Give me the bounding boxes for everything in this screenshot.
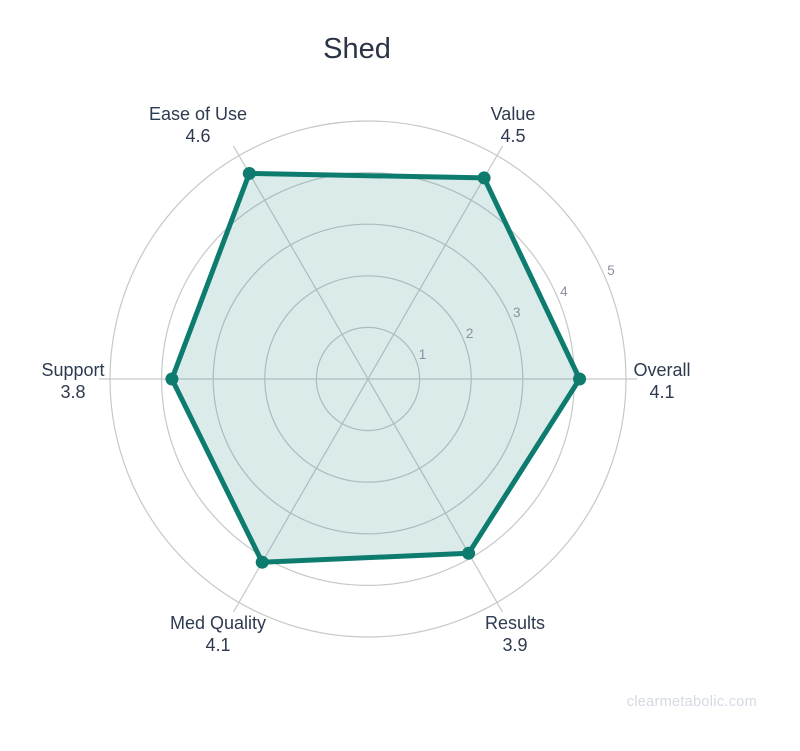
data-polygon[interactable] [169,170,583,565]
data-point-support[interactable] [165,372,179,386]
radial-tick-label-3: 3 [513,305,521,320]
axis-value-med-quality: 4.1 [205,635,230,655]
axis-label-overall: Overall [633,360,690,380]
radial-tick-label-5: 5 [607,263,615,278]
axis-label-ease-of-use: Ease of Use [149,104,247,124]
axis-value-value: 4.5 [500,126,525,146]
watermark-text: clearmetabolic.com [626,694,757,710]
radial-tick-label-4: 4 [560,284,568,299]
radial-tick-label-2: 2 [466,326,474,341]
axis-spoke-results [367,378,504,613]
axis-value-ease-of-use: 4.6 [185,126,210,146]
axis-value-support: 3.8 [60,382,85,402]
axis-label-results: Results [485,613,545,633]
axis-label-support: Support [41,360,104,380]
data-point-value[interactable] [477,171,491,185]
data-point-overall[interactable] [573,372,587,386]
radial-tick-label-1: 1 [419,347,427,362]
data-point-med-quality[interactable] [255,555,269,569]
data-point-ease-of-use[interactable] [242,166,256,180]
data-point-results[interactable] [462,546,476,560]
axis-spoke-value [367,145,504,380]
axis-spoke-ease-of-use [232,145,369,380]
axis-spoke-med-quality [232,378,369,613]
axis-label-med-quality: Med Quality [170,613,266,633]
axis-value-overall: 4.1 [649,382,674,402]
axis-label-value: Value [491,104,536,124]
axis-value-results: 3.9 [502,635,527,655]
chart-title: Shed [323,33,391,65]
